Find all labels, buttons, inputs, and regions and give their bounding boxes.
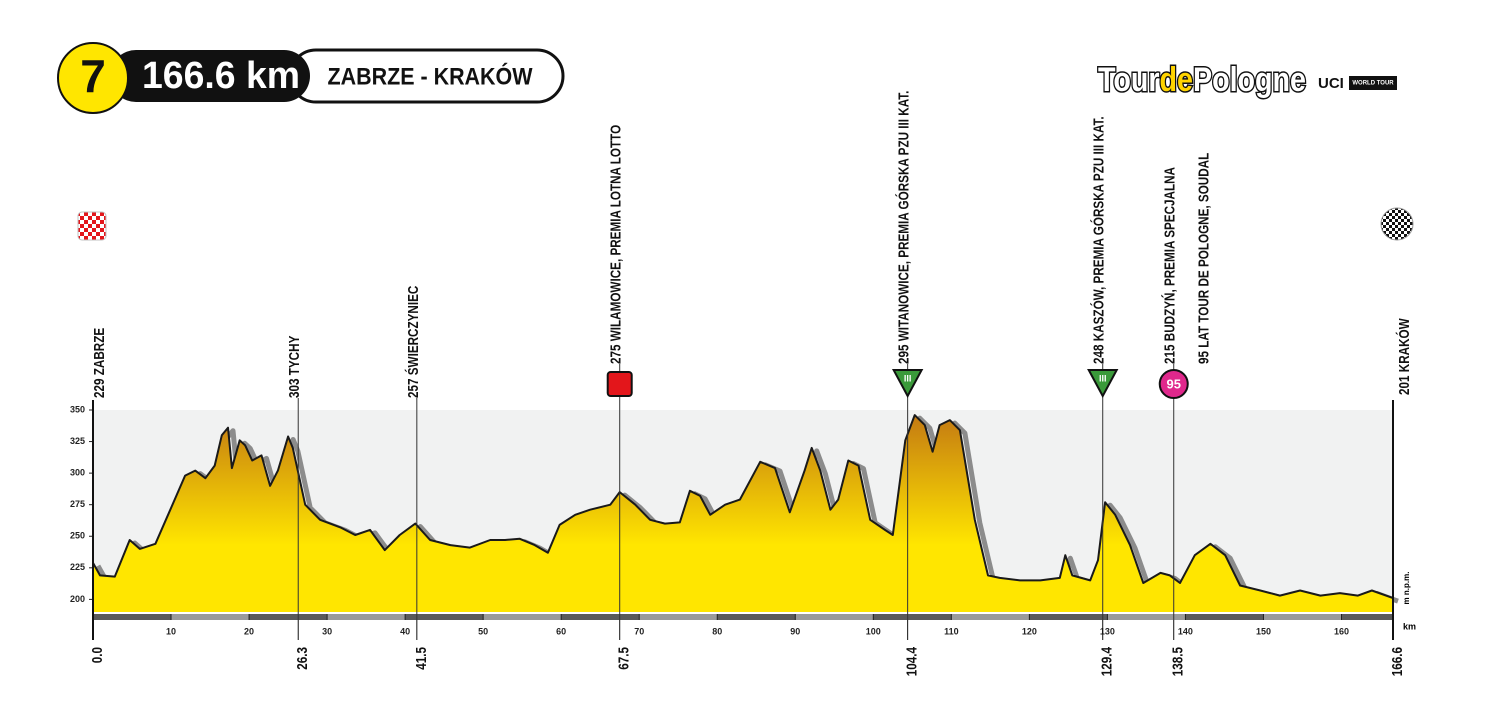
x-tick-label: 129.4	[1098, 647, 1115, 677]
mountain-icon	[891, 369, 924, 399]
scale-bar	[405, 614, 484, 620]
y-tick-label: 275	[70, 499, 85, 509]
x-tick-label: 0.0	[89, 647, 106, 663]
x-minor-tick-label: 70	[634, 626, 644, 636]
mountain-icon	[1087, 369, 1119, 399]
scale-bar	[873, 614, 952, 620]
stage-badge	[57, 42, 129, 114]
marker-label: 248 KASZÓW, PREMIA GÓRSKA PZU III KAT.	[1090, 116, 1107, 364]
x-tick-label: 104.4	[903, 647, 920, 677]
x-minor-tick-label: 110	[944, 626, 959, 636]
scale-bar	[639, 614, 718, 620]
world-tour-badge	[1349, 76, 1397, 90]
scale-bar	[483, 614, 562, 620]
y-tick-label: 350	[70, 404, 85, 414]
x-minor-tick-label: 140	[1178, 626, 1193, 636]
y-tick-label: 225	[70, 562, 85, 572]
x-minor-tick-label: 90	[790, 626, 800, 636]
sprint-icon	[606, 371, 633, 397]
start-label: 229 ZABRZE	[91, 328, 108, 398]
y-tick-label: 300	[70, 468, 85, 478]
x-minor-tick-label: 40	[400, 626, 410, 636]
scale-bar	[561, 614, 640, 620]
world-tour: WORLD TOUR	[1352, 81, 1394, 87]
scale-bar	[1263, 614, 1342, 620]
scale-bar	[171, 614, 250, 620]
icon-text: 95	[1166, 376, 1180, 391]
icon-text: III	[904, 373, 912, 383]
x-minor-tick-label: 150	[1256, 626, 1271, 636]
x-minor-tick-label: 100	[866, 626, 881, 636]
scale-bar	[327, 614, 406, 620]
x-minor-tick-label: 50	[478, 626, 488, 636]
x-tick-label: 26.3	[294, 647, 311, 670]
x-tick-label: 166.6	[1389, 647, 1406, 676]
x-minor-tick-label: 20	[244, 626, 254, 636]
marker-label: 295 WITANOWICE, PREMIA GÓRSKA PZU III KA…	[895, 91, 912, 364]
distance-box	[110, 50, 310, 102]
y-tick-label: 200	[70, 594, 85, 604]
elevation-line	[92, 414, 1394, 600]
y-tick-label: 325	[70, 436, 85, 446]
scale-bar	[1029, 614, 1108, 620]
x-minor-tick-label: 30	[322, 626, 332, 636]
x-minor-tick-label: 120	[1022, 626, 1037, 636]
scale-bar	[795, 614, 874, 620]
scale-bar	[1107, 614, 1186, 620]
special-icon	[1158, 369, 1189, 399]
y-unit: m n.p.m.	[1402, 572, 1411, 605]
x-minor-tick-label: 60	[556, 626, 566, 636]
start-flag	[77, 211, 107, 241]
y-tick-label: 250	[70, 531, 85, 541]
marker-label: 95 LAT TOUR DE POLOGNE, SOUDAL	[1195, 153, 1212, 364]
marker-label: 215 BUDZYŃ, PREMIA SPECJALNA	[1161, 167, 1178, 364]
marker-label: 275 WILAMOWICE, PREMIA LOTNA LOTTO	[607, 125, 624, 364]
elevation-area	[93, 415, 1393, 612]
logo-part: Tour	[1098, 61, 1160, 99]
marker-label: 257 ŚWIERCZYNIEC	[404, 285, 421, 398]
scale-bar	[1341, 614, 1393, 620]
x-minor-tick-label: 10	[166, 626, 176, 636]
logo-part: Pologne	[1193, 61, 1306, 99]
x-minor-tick-label: 80	[712, 626, 722, 636]
scale-bar	[93, 614, 172, 620]
icon-text: III	[1099, 373, 1107, 383]
scale-bar	[717, 614, 796, 620]
scale-bar	[249, 614, 328, 620]
logo: TourdePologne	[1098, 61, 1306, 99]
x-tick-label: 67.5	[615, 647, 632, 670]
route: ZABRZE - KRAKÓW	[328, 62, 533, 90]
x-minor-tick-label: 160	[1334, 626, 1349, 636]
scale-bar	[1185, 614, 1264, 620]
uci: UCI	[1318, 75, 1344, 92]
scale-bar	[951, 614, 1030, 620]
x-minor-tick-label: 130	[1100, 626, 1115, 636]
x-unit: km	[1403, 621, 1416, 631]
distance: 166.6 km	[142, 55, 300, 97]
finish-flag	[1380, 207, 1414, 241]
marker-label: 303 TYCHY	[286, 336, 303, 398]
finish-label: 201 KRAKÓW	[1396, 318, 1413, 395]
logo-part: de	[1160, 61, 1193, 99]
x-tick-label: 41.5	[412, 647, 429, 670]
x-tick-label: 138.5	[1169, 647, 1186, 677]
stage-number: 7	[80, 50, 106, 102]
